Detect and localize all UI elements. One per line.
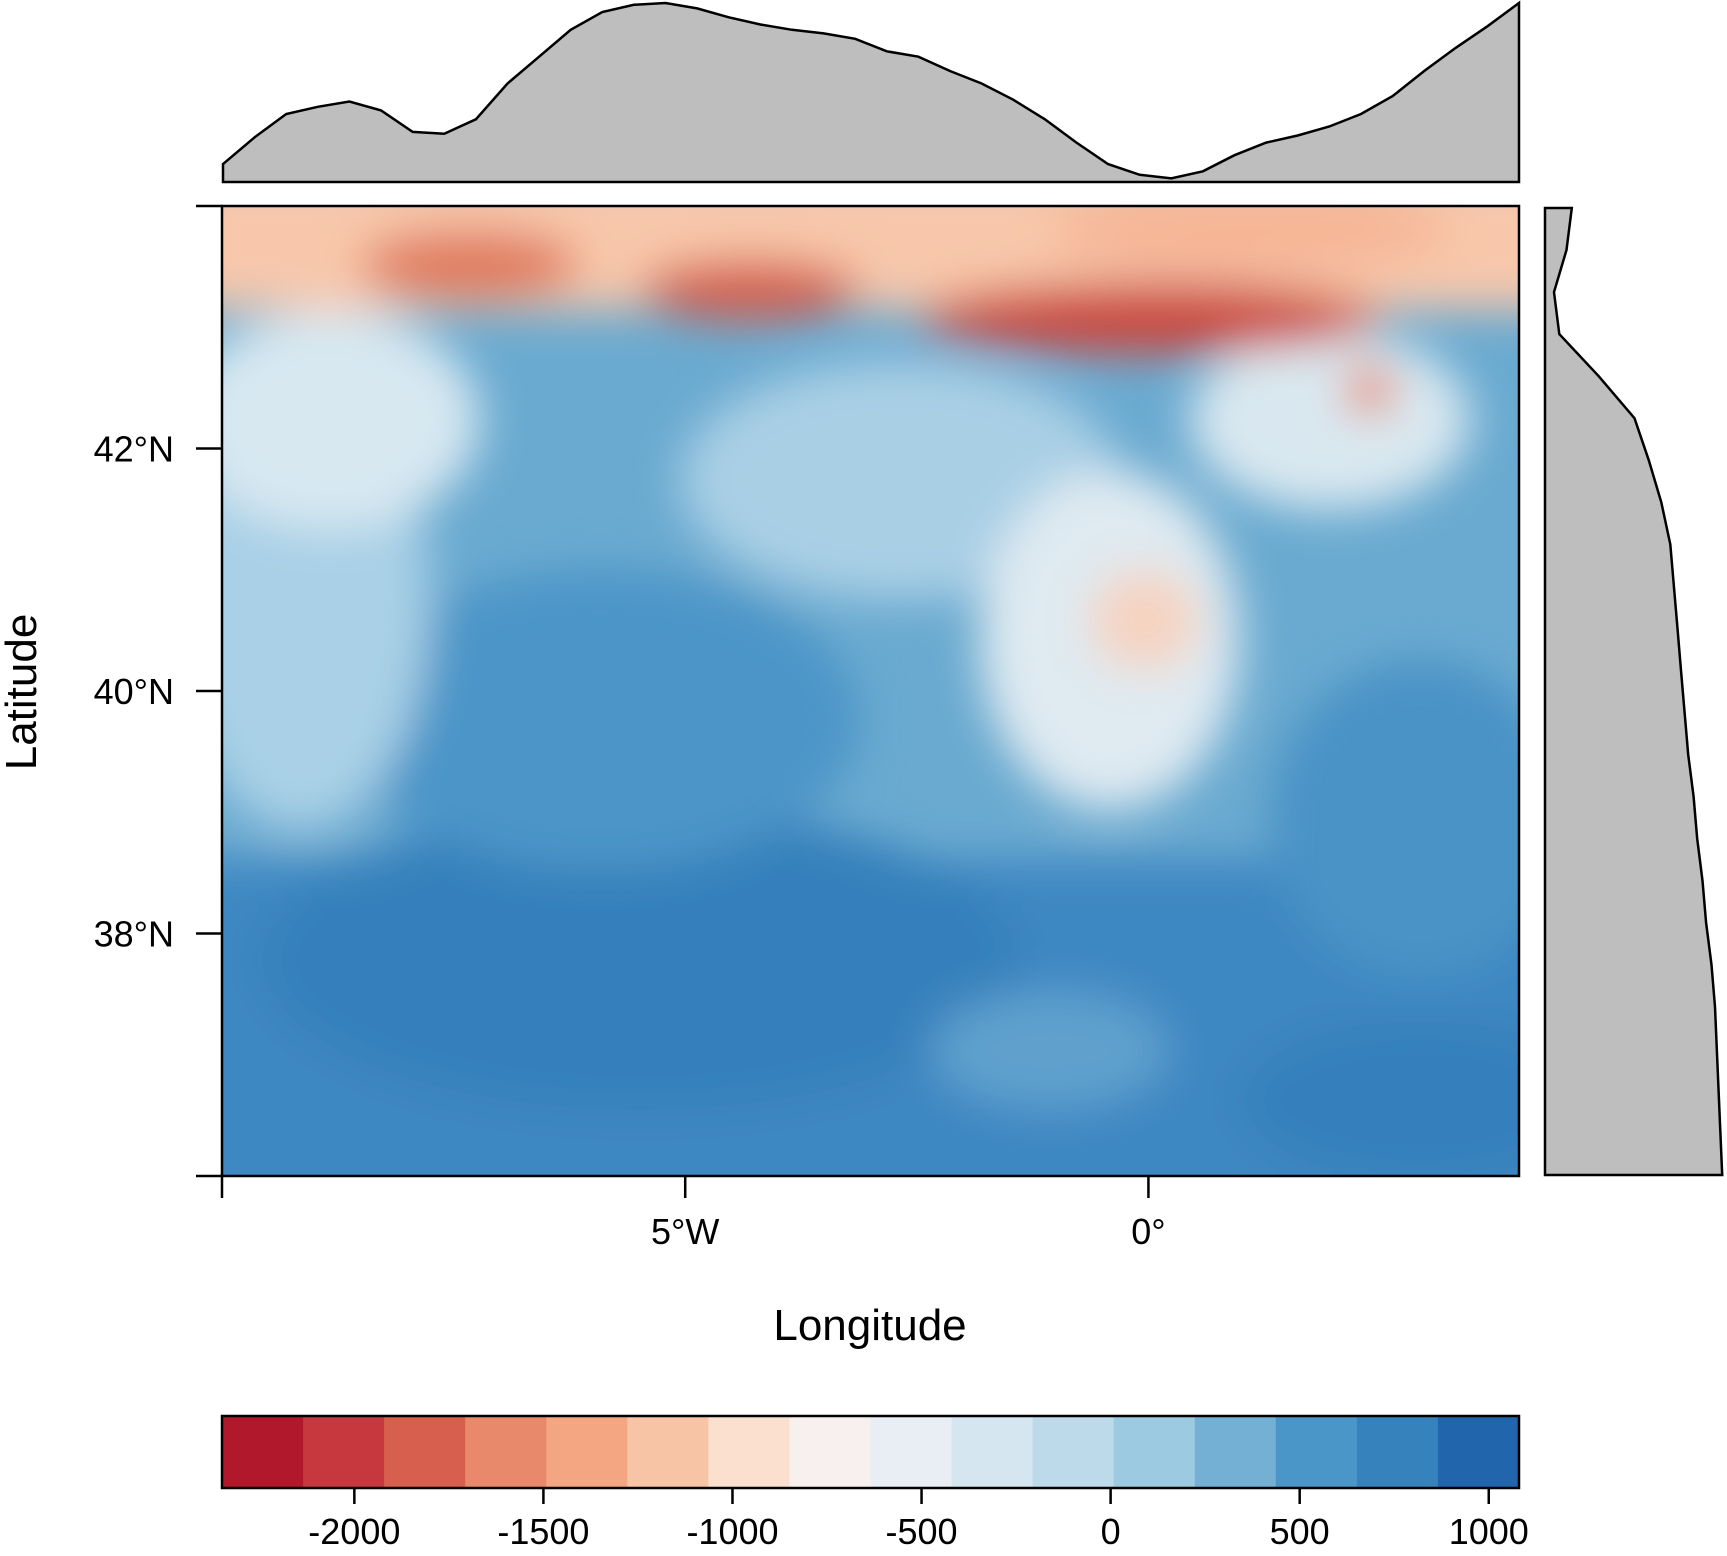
colorbar-tick-label: 0 — [1101, 1511, 1121, 1552]
y-axis: 38°N 40°N 42°N — [94, 204, 222, 1178]
colorbar-swatch — [870, 1416, 953, 1488]
colorbar-swatch — [222, 1416, 304, 1488]
x-tick-label: 0° — [1131, 1211, 1165, 1252]
colorbar-swatch — [1356, 1416, 1439, 1488]
colorbar-tick-label: -1000 — [686, 1511, 778, 1552]
x-axis: 5°W 0° — [220, 1176, 1166, 1252]
map-region-southcentral — [930, 990, 1170, 1110]
colorbar-tick-label: 1000 — [1449, 1511, 1529, 1552]
colorbar-swatch — [708, 1416, 790, 1488]
colorbar-swatch — [465, 1416, 547, 1488]
colorbar-tick-label: -1500 — [497, 1511, 589, 1552]
x-axis-title: Longitude — [773, 1301, 966, 1350]
colorbar-swatch — [1437, 1416, 1520, 1488]
map-region-pyrenees — [920, 283, 1380, 353]
colorbar-swatch — [789, 1416, 871, 1488]
y-axis-title: Latitude — [0, 614, 46, 771]
map-region-southeast — [1240, 1020, 1519, 1176]
map-region-east — [1270, 660, 1519, 980]
colorbar-tick-label: -2000 — [308, 1511, 400, 1552]
colorbar-swatch — [303, 1416, 385, 1488]
colorbar-ticks: -2000 -1500 -1000 -500 0 500 1000 — [308, 1488, 1529, 1552]
map-region-east-coast — [1190, 330, 1470, 510]
map-region-cantabrian-west — [360, 230, 580, 300]
colorbar-tick-label: 500 — [1270, 1511, 1330, 1552]
map-region-north-coast — [1050, 206, 1450, 270]
map-region-cantabrian-east — [640, 260, 860, 320]
colorbar-swatch — [1113, 1416, 1196, 1488]
map-region-center — [340, 570, 860, 870]
colorbar-swatch — [951, 1416, 1034, 1488]
colorbar-swatch — [1275, 1416, 1358, 1488]
top-marginal-profile — [221, 0, 1521, 184]
map-region-southwest — [260, 810, 1020, 1110]
right-marginal-profile — [1543, 206, 1724, 1177]
map-region-iberian-peak — [1090, 570, 1200, 670]
y-tick-label: 40°N — [94, 671, 174, 712]
colorbar — [220, 1414, 1521, 1490]
right-marginal-panel — [1543, 206, 1724, 1177]
x-tick-label: 5°W — [651, 1211, 719, 1252]
colorbar-swatch — [1032, 1416, 1115, 1488]
map-panel — [220, 204, 1521, 1178]
colorbar-tick-label: -500 — [886, 1511, 958, 1552]
colorbar-swatch — [384, 1416, 466, 1488]
top-marginal-panel — [221, 0, 1521, 184]
map-field — [222, 206, 1519, 1176]
colorbar-frame — [220, 1414, 1521, 1490]
colorbar-swatch — [546, 1416, 628, 1488]
y-tick-label: 42°N — [94, 429, 174, 470]
map-region-pyrenees-east — [1345, 365, 1395, 415]
y-tick-label: 38°N — [94, 914, 174, 955]
colorbar-swatch — [1194, 1416, 1277, 1488]
map-region-northwest — [222, 310, 480, 530]
colorbar-swatch — [627, 1416, 709, 1488]
